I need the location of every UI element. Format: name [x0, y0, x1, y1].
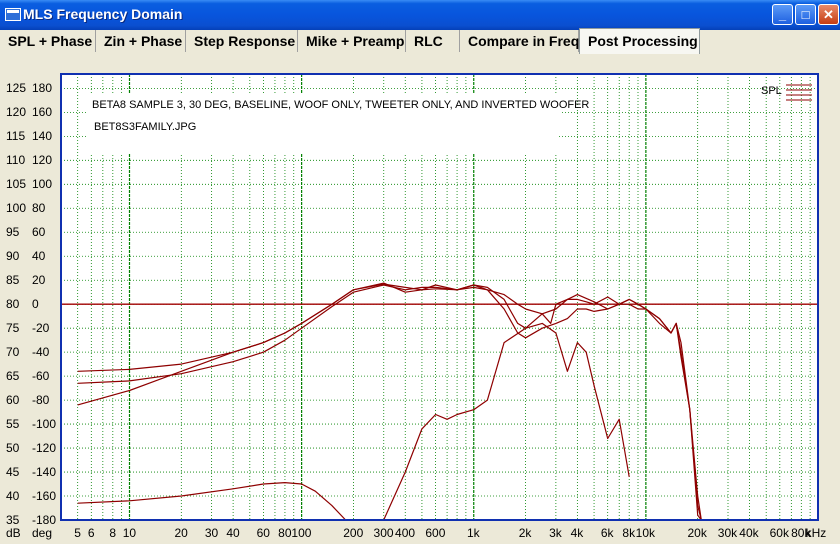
app-window-icon — [5, 8, 21, 21]
deg-tick-label: -100 — [32, 417, 57, 432]
tab-post-processing[interactable]: Post Processing — [579, 28, 700, 54]
db-tick-label: 80 — [6, 297, 20, 312]
deg-tick-label: 20 — [32, 273, 46, 288]
deg-tick-label: -180 — [32, 513, 57, 527]
minimize-button[interactable]: _ — [772, 4, 793, 25]
chart-title: BETA8 SAMPLE 3, 30 DEG, BASELINE, WOOF O… — [92, 99, 589, 111]
x-tick-label: 600 — [425, 526, 446, 540]
window-title: MLS Frequency Domain — [23, 6, 183, 22]
db-tick-label: 75 — [6, 321, 20, 336]
deg-unit-label: deg — [32, 526, 53, 540]
x-tick-label: kHz — [805, 526, 827, 540]
deg-tick-label: -80 — [32, 393, 50, 408]
deg-tick-label: 0 — [32, 297, 39, 312]
deg-tick-label: 120 — [32, 153, 53, 168]
x-tick-label: 5 — [74, 526, 81, 540]
tab-zin-phase[interactable]: Zin + Phase — [96, 30, 186, 52]
x-tick-label: 400 — [395, 526, 416, 540]
x-tick-label: 10 — [122, 526, 137, 540]
legend-label: SPL — [761, 85, 782, 97]
db-tick-label: 110 — [6, 153, 26, 168]
db-tick-label: 55 — [6, 417, 20, 432]
series-line-4 — [77, 294, 702, 521]
x-tick-label: 40k — [739, 526, 759, 540]
deg-tick-label: -120 — [32, 441, 57, 456]
deg-tick-label: 140 — [32, 129, 53, 144]
deg-tick-label: 180 — [32, 81, 53, 96]
annotation-title-bg — [87, 94, 561, 116]
x-tick-label: 80k — [791, 526, 811, 540]
db-tick-label: 45 — [6, 465, 20, 480]
deg-tick-label: -40 — [32, 345, 50, 360]
annotation-subtitle-bg — [87, 116, 557, 154]
x-tick-label: 4k — [570, 526, 584, 540]
deg-tick-label: -20 — [32, 321, 50, 336]
x-tick-label: 60k — [769, 526, 789, 540]
x-tick-label: 6k — [600, 526, 614, 540]
db-tick-label: 125 — [6, 81, 27, 96]
maximize-button[interactable]: □ — [795, 4, 816, 25]
tab-spl-phase[interactable]: SPL + Phase — [0, 30, 96, 52]
tab-mike-preamp[interactable]: Mike + Preamp — [298, 30, 406, 52]
x-tick-label: 30k — [717, 526, 738, 540]
annotation-box: BETA8 SAMPLE 3, 30 DEG, BASELINE, WOOF O… — [87, 94, 589, 154]
db-tick-label: 115 — [6, 129, 26, 144]
x-tick-label: 200 — [343, 526, 364, 540]
x-tick-label: 8 — [109, 526, 117, 540]
db-tick-label: 100 — [6, 201, 27, 216]
x-tick-label: 3k — [549, 526, 562, 540]
db-tick-label: 35 — [6, 513, 20, 527]
db-tick-label: 40 — [6, 489, 20, 504]
tab-step-response[interactable]: Step Response — [186, 30, 298, 52]
db-tick-label: 90 — [6, 249, 20, 264]
x-tick-label: 20k — [687, 526, 707, 540]
db-tick-label: 70 — [6, 345, 20, 360]
legend: SPL — [761, 84, 812, 101]
db-tick-label: 95 — [6, 225, 20, 240]
deg-tick-label: -140 — [32, 465, 57, 480]
db-tick-label: 65 — [6, 369, 20, 384]
x-tick-label: 40 — [226, 526, 240, 540]
x-tick-label: 80 — [278, 526, 292, 540]
chart-subtitle: BET8S3FAMILY.JPG — [94, 121, 196, 133]
x-tick-label: 1k — [466, 526, 480, 540]
x-tick-label: 6 — [87, 526, 95, 540]
x-tick-label: 10k — [635, 526, 656, 540]
db-tick-label: 50 — [6, 441, 20, 456]
db-unit-label: dB — [6, 526, 21, 540]
deg-tick-label: 100 — [32, 177, 53, 192]
x-tick-label: 30 — [204, 526, 219, 540]
x-tick-label: 100 — [291, 526, 312, 540]
deg-tick-label: 40 — [32, 249, 46, 264]
db-tick-label: 60 — [6, 393, 20, 408]
tab-compare-in-freq[interactable]: Compare in Freq — [460, 30, 579, 52]
x-tick-label: 300 — [373, 526, 394, 540]
deg-tick-label: 80 — [32, 201, 46, 216]
db-tick-label: 120 — [6, 105, 27, 120]
db-tick-label: 85 — [6, 273, 20, 288]
x-tick-label: 2k — [518, 526, 532, 540]
plot-frame — [60, 73, 819, 521]
deg-tick-label: -60 — [32, 369, 50, 384]
deg-tick-label: 160 — [32, 105, 53, 120]
x-tick-label: 20 — [174, 526, 188, 540]
db-tick-label: 105 — [6, 177, 27, 192]
series-lines — [61, 282, 818, 521]
deg-tick-label: -160 — [32, 489, 57, 504]
close-button[interactable]: ✕ — [818, 4, 839, 25]
deg-tick-label: 60 — [32, 225, 46, 240]
title-bar[interactable]: MLS Frequency Domain _ □ ✕ — [0, 0, 840, 30]
tab-rlc[interactable]: RLC — [406, 30, 460, 52]
tab-strip: SPL + Phase Zin + Phase Step Response Mi… — [0, 28, 840, 54]
x-tick-label: 60 — [256, 526, 270, 540]
x-tick-label: 8k — [622, 526, 636, 540]
